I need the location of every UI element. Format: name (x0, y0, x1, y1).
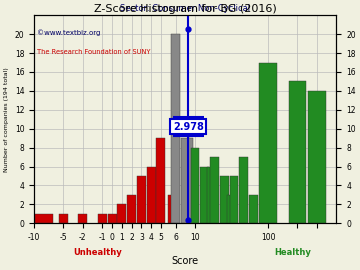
Bar (210, 157, 219, 223)
Bar (207, 167, 212, 223)
Bar (147, 167, 156, 223)
Y-axis label: Number of companies (194 total): Number of companies (194 total) (4, 67, 9, 172)
X-axis label: Score: Score (172, 256, 199, 266)
Bar (35, 214, 53, 223)
Bar (168, 195, 173, 223)
Title: Z-Score Histogram for BG (2016): Z-Score Histogram for BG (2016) (94, 5, 276, 15)
Bar (227, 195, 231, 223)
Text: ©www.textbiz.org: ©www.textbiz.org (37, 30, 100, 36)
Bar (308, 91, 326, 223)
Bar (137, 176, 146, 223)
Bar (201, 167, 209, 223)
Bar (230, 176, 238, 223)
Bar (108, 214, 117, 223)
Bar (191, 148, 199, 223)
Bar (98, 214, 107, 223)
Bar (220, 176, 229, 223)
Bar (117, 204, 126, 223)
Bar (78, 214, 87, 223)
Text: 2.978: 2.978 (173, 122, 204, 132)
Bar (289, 82, 306, 223)
Bar (157, 138, 165, 223)
Bar (59, 214, 68, 223)
Bar (188, 138, 193, 223)
Bar (239, 157, 248, 223)
Text: Sector: Consumer Non-Cyclical: Sector: Consumer Non-Cyclical (120, 4, 250, 13)
Bar (181, 138, 190, 223)
Bar (249, 195, 258, 223)
Text: Healthy: Healthy (274, 248, 311, 257)
Bar (171, 34, 180, 223)
Bar (260, 63, 277, 223)
Text: Unhealthy: Unhealthy (73, 248, 122, 257)
Text: The Research Foundation of SUNY: The Research Foundation of SUNY (37, 49, 150, 55)
Bar (127, 195, 136, 223)
